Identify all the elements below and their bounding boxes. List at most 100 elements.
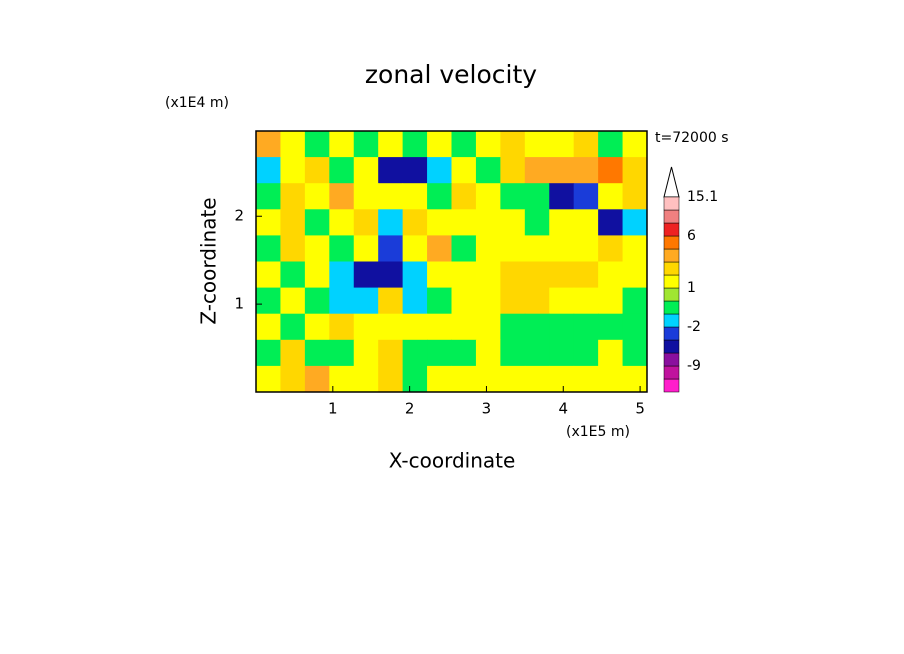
field-cell	[475, 261, 501, 289]
field-cell	[329, 157, 355, 184]
field-cell	[402, 183, 428, 210]
field-cell	[378, 131, 404, 158]
field-cell	[280, 235, 306, 262]
colorbar-segment	[663, 365, 680, 380]
colorbar-label: 1	[687, 280, 696, 296]
field-cell	[524, 235, 550, 262]
field-cell	[524, 365, 550, 393]
colorbar-segment	[663, 209, 680, 224]
field-cell	[500, 287, 526, 315]
y-unit: (x1E4 m)	[165, 95, 229, 111]
field-cell	[256, 183, 281, 210]
field-cell	[353, 365, 379, 393]
field-cell	[573, 235, 599, 262]
field-cell	[353, 235, 379, 262]
field-cell	[329, 131, 355, 158]
field-cell	[573, 365, 599, 393]
field-cell	[378, 339, 404, 367]
field-cell	[622, 131, 648, 158]
field-cell	[427, 235, 452, 262]
field-cell	[451, 183, 477, 210]
chart-title: zonal velocity	[365, 60, 537, 89]
field-cell	[622, 287, 648, 315]
field-cell	[622, 339, 648, 367]
colorbar-extension	[663, 166, 680, 198]
field-cell	[402, 365, 428, 393]
field-cell	[304, 235, 330, 262]
field-cell	[598, 131, 624, 158]
field-cell	[280, 339, 306, 367]
colorbar-segment	[663, 313, 680, 328]
field-cell	[598, 339, 624, 367]
annotation: t=72000 s	[655, 130, 729, 146]
colorbar-segment	[663, 287, 680, 302]
colorbar-label: 15.1	[687, 189, 718, 205]
field-cell	[451, 131, 477, 158]
field-cell	[304, 365, 330, 393]
field-cell	[353, 287, 379, 315]
y-tick-label: 2	[234, 207, 244, 225]
contour-field	[256, 131, 648, 393]
field-cell	[622, 157, 648, 184]
field-cell	[329, 287, 355, 315]
x-tick-label: 1	[328, 400, 338, 418]
field-cell	[622, 365, 648, 393]
field-cell	[524, 131, 550, 158]
x-tick-label: 5	[635, 400, 645, 418]
field-cell	[378, 209, 404, 236]
field-cell	[598, 209, 624, 236]
colorbar-segment	[663, 196, 680, 211]
field-cell	[304, 313, 330, 341]
field-cell	[573, 287, 599, 315]
field-cell	[256, 339, 281, 367]
field-cell	[500, 365, 526, 393]
field-cell	[549, 235, 575, 262]
colorbar-segment	[663, 222, 680, 237]
field-cell	[475, 235, 501, 262]
field-cell	[622, 313, 648, 341]
field-cell	[353, 339, 379, 367]
field-cell	[304, 157, 330, 184]
field-cell	[451, 235, 477, 262]
field-cell	[451, 365, 477, 393]
colorbar-segment	[663, 248, 680, 263]
colorbar-label: -2	[687, 319, 701, 335]
field-cell	[573, 157, 599, 184]
field-cell	[256, 131, 281, 158]
field-cell	[329, 339, 355, 367]
field-cell	[451, 261, 477, 289]
field-cell	[475, 287, 501, 315]
field-cell	[329, 261, 355, 289]
field-cell	[378, 261, 404, 289]
colorbar-label: 6	[687, 228, 696, 244]
field-cell	[280, 313, 306, 341]
field-cell	[402, 261, 428, 289]
field-cell	[451, 157, 477, 184]
field-cell	[475, 157, 501, 184]
field-cell	[500, 313, 526, 341]
field-cell	[549, 209, 575, 236]
field-cell	[500, 157, 526, 184]
field-cell	[378, 183, 404, 210]
field-cell	[475, 183, 501, 210]
colorbar-segment	[663, 300, 680, 315]
field-cell	[500, 183, 526, 210]
field-cell	[329, 313, 355, 341]
field-cell	[451, 313, 477, 341]
field-cell	[475, 313, 501, 341]
field-cell	[549, 313, 575, 341]
x-axis-label: X-coordinate	[389, 449, 516, 473]
field-cell	[256, 235, 281, 262]
field-cell	[427, 209, 452, 236]
colorbar-segment	[663, 378, 680, 393]
field-cell	[451, 287, 477, 315]
field-cell	[622, 261, 648, 289]
field-cell	[378, 365, 404, 393]
field-cell	[402, 313, 428, 341]
field-cell	[402, 339, 428, 367]
plot-frame	[255, 130, 648, 393]
field-cell	[524, 183, 550, 210]
field-cell	[598, 365, 624, 393]
colorbar-label: -9	[687, 358, 701, 374]
